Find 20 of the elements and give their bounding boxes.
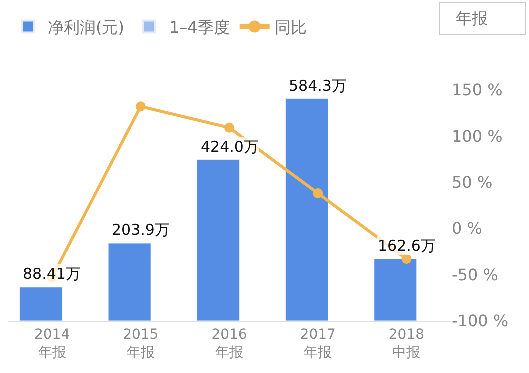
y2-tick-label: 150 % — [452, 80, 503, 100]
data-label: 203.9万 — [112, 221, 170, 239]
legend-label: 同比 — [274, 18, 307, 37]
legend-label: 净利润(元) — [48, 18, 124, 37]
x-tick-label: 2015 年报 — [123, 326, 159, 361]
x-tick-label: 2017 年报 — [300, 326, 336, 361]
y2-tick-label: -50 % — [452, 265, 498, 284]
data-label: 88.41万 — [23, 265, 81, 283]
y2-tick-label: -100 % — [452, 312, 509, 331]
legend-label: 1–4季度 — [169, 18, 230, 37]
data-label: 584.3万 — [289, 77, 347, 95]
y2-tick-label: 50 % — [452, 173, 493, 192]
y2-tick-label: 100 % — [452, 126, 503, 146]
x-tick-label: 2014 年报 — [34, 326, 70, 361]
y2-tick-label: 0 % — [452, 219, 482, 238]
x-tick-label: 2018 中报 — [388, 326, 425, 361]
text: 年报 — [446, 9, 519, 28]
data-label: 162.6万 — [378, 237, 436, 255]
x-tick-label: 2016 年报 — [212, 326, 248, 361]
data-label: 424.0万 — [201, 138, 259, 156]
